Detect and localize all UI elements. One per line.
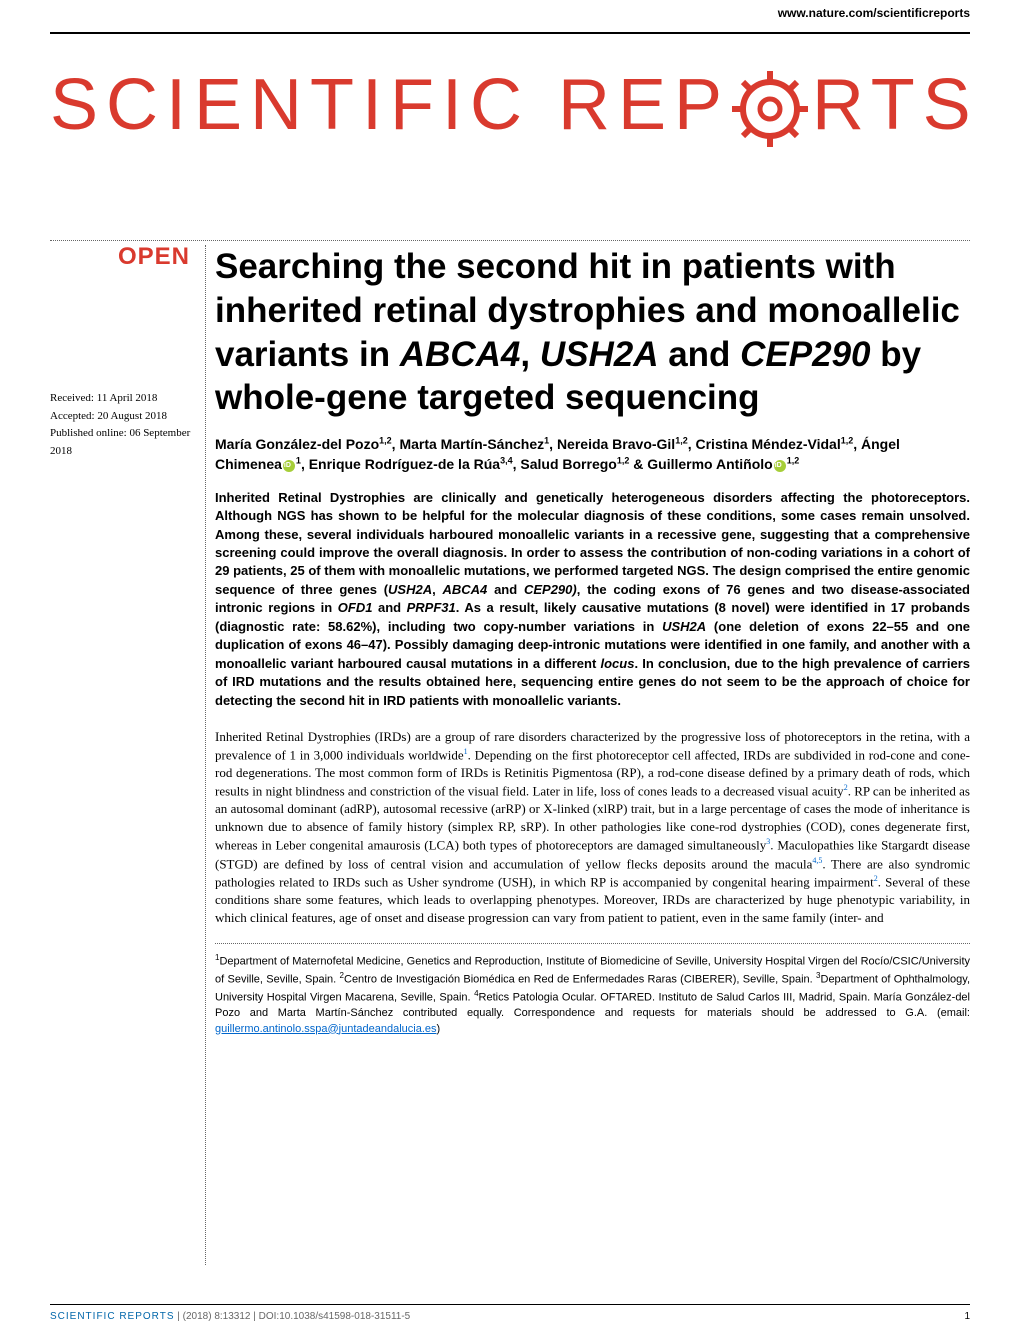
orcid-icon xyxy=(283,460,295,472)
header-url: www.nature.com/scientificreports xyxy=(0,0,1020,30)
body-paragraph: Inherited Retinal Dystrophies (IRDs) are… xyxy=(215,728,970,927)
dotted-rule-left xyxy=(205,245,206,1265)
affiliations: 1Department of Maternofetal Medicine, Ge… xyxy=(215,943,970,1037)
abstract: Inherited Retinal Dystrophies are clinic… xyxy=(215,489,970,710)
svg-text:SCIENTIFIC REP: SCIENTIFIC REP xyxy=(50,65,730,145)
footer-citation: | (2018) 8:13312 | DOI:10.1038/s41598-01… xyxy=(175,1311,411,1322)
page-footer: SCIENTIFIC REPORTS | (2018) 8:13312 | DO… xyxy=(50,1304,970,1322)
author-list: María González-del Pozo1,2, Marta Martín… xyxy=(215,434,970,475)
accepted-date: Accepted: 20 August 2018 xyxy=(50,408,200,426)
received-date: Received: 11 April 2018 xyxy=(50,390,200,408)
article-meta: Received: 11 April 2018 Accepted: 20 Aug… xyxy=(50,390,200,460)
open-access-badge: OPEN xyxy=(118,243,190,271)
page-number: 1 xyxy=(964,1311,970,1322)
orcid-icon xyxy=(774,460,786,472)
svg-text:RTS: RTS xyxy=(812,65,970,145)
correspondence-email[interactable]: guillermo.antinolo.sspa@juntadeandalucia… xyxy=(215,1023,437,1035)
published-date: Published online: 06 September 2018 xyxy=(50,425,200,460)
footer-journal: SCIENTIFIC REPORTS xyxy=(50,1311,175,1322)
article-title: Searching the second hit in patients wit… xyxy=(215,245,970,420)
ref-link[interactable]: 4,5 xyxy=(812,856,822,865)
dotted-rule-top xyxy=(50,240,970,241)
journal-logo: SCIENTIFIC REP RTS xyxy=(0,34,1020,179)
